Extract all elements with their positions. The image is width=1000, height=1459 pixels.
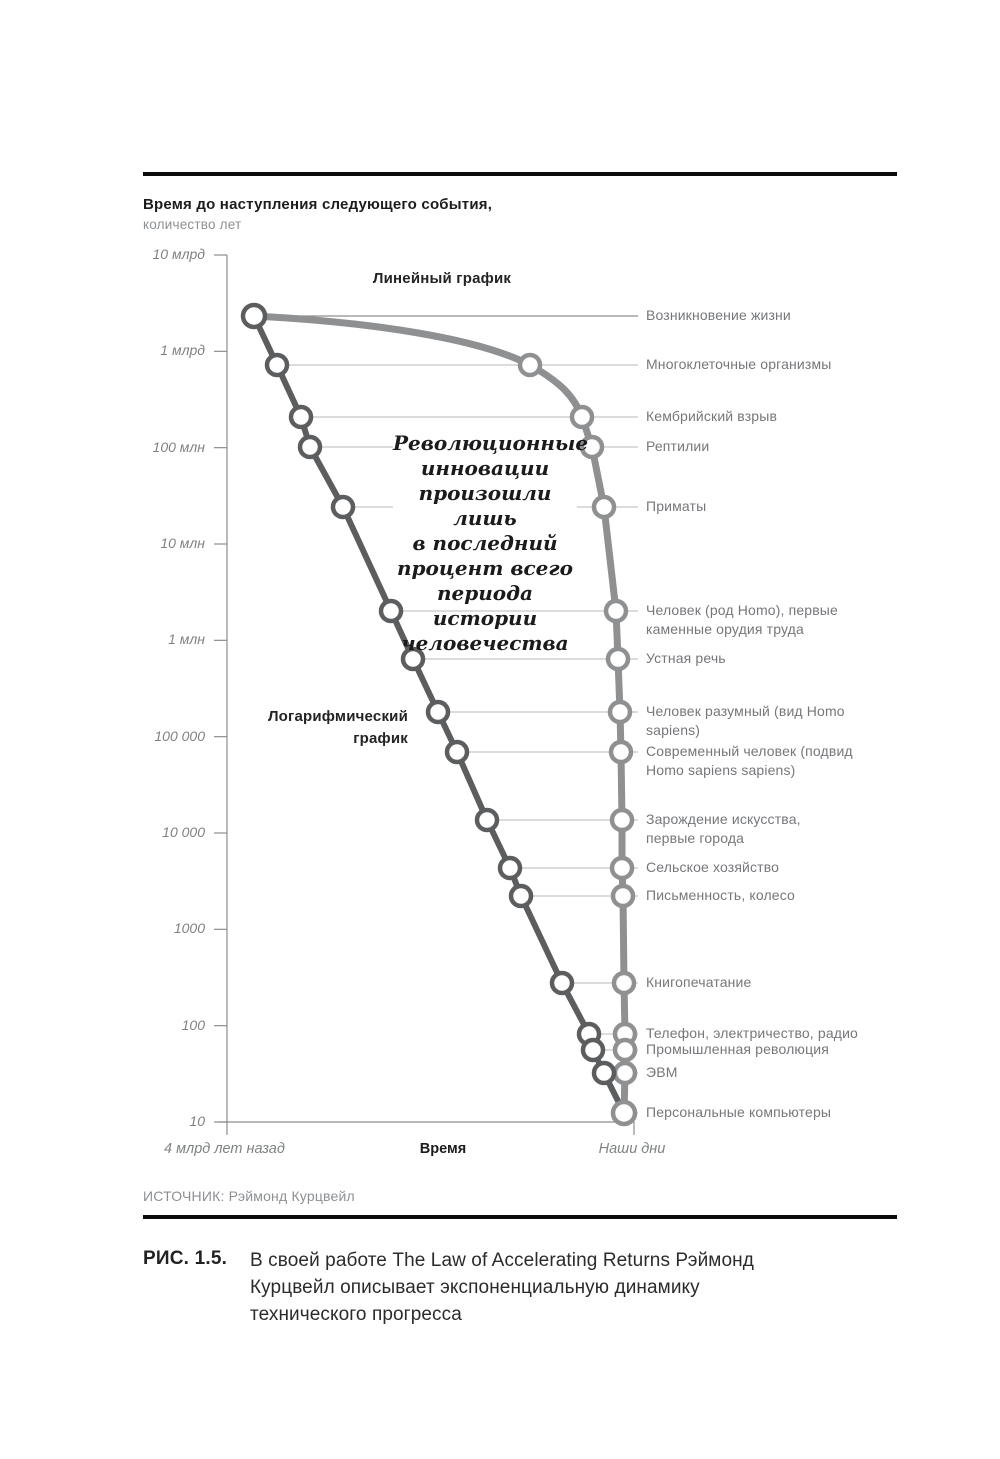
y-tick-label: 10 — [189, 1113, 205, 1129]
event-label: Устная речь — [646, 650, 726, 666]
series-label-linear: Линейный график — [372, 270, 512, 287]
data-point-marker-linear — [611, 970, 637, 996]
event-label: Кембрийский взрыв — [646, 408, 778, 424]
data-point-marker-log — [288, 404, 314, 430]
data-point-marker-log — [330, 494, 356, 520]
data-point-marker-linear — [609, 855, 635, 881]
data-point-marker-linear — [607, 699, 633, 725]
data-point-marker-linear — [609, 807, 635, 833]
event-label: Человек разумный (вид Homo sapiens) — [646, 703, 845, 738]
data-point-marker-linear — [569, 404, 595, 430]
data-point-marker-linear — [605, 646, 631, 672]
event-label: Книгопечатание — [646, 974, 752, 990]
data-point-marker-log — [444, 739, 470, 765]
data-point-marker-log — [378, 598, 404, 624]
data-point-marker-linear — [517, 352, 543, 378]
y-tick-label: 1000 — [173, 920, 205, 937]
data-point-marker-linear — [612, 1060, 638, 1086]
data-point-marker-linear — [612, 1037, 638, 1063]
x-axis-label-left: 4 млрд лет назад — [164, 1141, 285, 1157]
figure-number: РИС. 1.5. — [143, 1248, 228, 1269]
x-axis-label-right: Наши дни — [598, 1141, 666, 1157]
event-label: Человек (род Homo), первые каменные оруд… — [646, 602, 838, 637]
event-label: Письменность, колесо — [646, 887, 795, 903]
y-tick-label: 1 млн — [168, 631, 205, 648]
data-point-marker-linear — [579, 434, 605, 460]
event-label: Персональные компьютеры — [646, 1104, 832, 1120]
event-label: Сельское хозяйство — [646, 859, 780, 875]
event-label: Промышленная революция — [646, 1041, 829, 1057]
x-axis-label-center: Время — [419, 1141, 467, 1157]
y-tick-label: 100 млн — [152, 438, 205, 455]
data-point-marker-linear — [603, 598, 629, 624]
series-label-log: Логарифмический график — [267, 708, 408, 747]
y-tick-label: 1 млрд — [160, 342, 205, 359]
data-point-marker-log — [474, 807, 500, 833]
figure-caption: В своей работе The Law of Accelerating R… — [250, 1250, 754, 1325]
data-point-marker-log — [591, 1060, 617, 1086]
data-point-marker-linear — [610, 883, 636, 909]
data-point-marker-linear — [591, 494, 617, 520]
data-point-marker-log — [508, 883, 534, 909]
bottom-rule — [143, 1215, 897, 1219]
y-tick-label: 100 000 — [154, 727, 205, 744]
data-point-marker-log — [610, 1099, 638, 1127]
y-tick-label: 10 млн — [160, 535, 205, 551]
data-point-marker-linear — [608, 739, 634, 765]
event-label: Приматы — [646, 498, 707, 514]
chart-subtitle: количество лет — [143, 217, 242, 232]
linear-curve — [250, 312, 629, 1117]
source-line: ИСТОЧНИК: Рэймонд Курцвейл — [143, 1188, 355, 1204]
event-label: ЭВМ — [646, 1064, 678, 1080]
y-tick-label: 10 млрд — [152, 246, 205, 262]
event-label: Зарождение искусства, первые города — [646, 811, 801, 846]
data-point-marker-log — [549, 970, 575, 996]
data-point-marker-log — [497, 855, 523, 881]
data-point-marker-log — [297, 434, 323, 460]
y-tick-label: 10 000 — [162, 824, 205, 840]
event-label: Рептилии — [646, 438, 710, 454]
top-rule — [143, 172, 897, 176]
event-label: Многоклеточные организмы — [646, 356, 832, 372]
annotation-text: Революционные инновации произошли лишь в… — [393, 431, 589, 655]
event-label: Возникновение жизни — [646, 307, 791, 323]
event-label: Телефон, электричество, радио — [646, 1025, 858, 1041]
annotation-backdrop — [393, 431, 577, 606]
y-tick-label: 100 — [181, 1016, 205, 1033]
event-label: Современный человек (подвид Homo sapiens… — [646, 743, 853, 778]
data-point-marker-log — [400, 646, 426, 672]
data-point-marker-log — [425, 699, 451, 725]
chart-title: Время до наступления следующего события, — [143, 196, 493, 213]
data-point-marker-log — [580, 1037, 606, 1063]
data-point-marker-log — [264, 352, 290, 378]
data-point-marker-log — [240, 302, 268, 330]
